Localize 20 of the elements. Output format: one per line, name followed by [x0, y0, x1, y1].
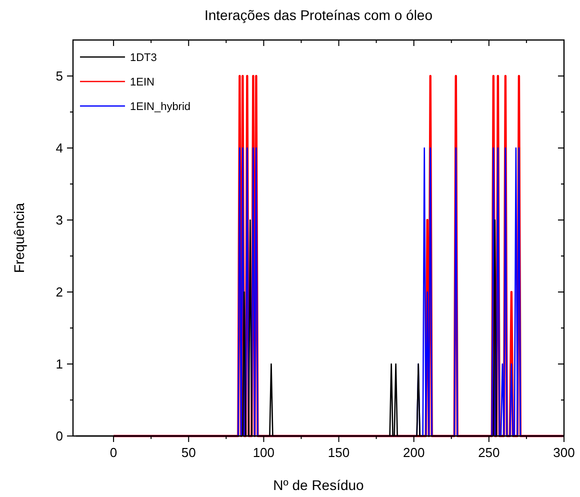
x-tick-label: 50 — [181, 445, 196, 460]
y-tick-label: 3 — [56, 212, 63, 228]
chart-title: Interações das Proteínas com o óleo — [204, 7, 433, 23]
y-tick-label: 2 — [56, 284, 63, 300]
x-axis-title: Nº de Resíduo — [273, 477, 364, 493]
x-tick-label: 200 — [402, 445, 425, 460]
x-tick-label: 0 — [110, 445, 118, 460]
y-axis-title: Frequência — [11, 202, 27, 274]
x-tick-label: 150 — [328, 445, 350, 460]
y-tick-label: 0 — [56, 428, 63, 444]
x-tick-label: 250 — [478, 445, 500, 460]
y-tick-label: 5 — [56, 68, 63, 84]
legend-label: 1EIN — [130, 76, 155, 88]
y-tick-label: 1 — [56, 356, 63, 372]
x-tick-label: 100 — [252, 445, 275, 460]
legend-label: 1EIN_hybrid — [130, 101, 191, 113]
line-series — [112, 74, 566, 438]
legend-label: 1DT3 — [130, 52, 157, 64]
y-tick-label: 4 — [56, 140, 63, 156]
x-tick-label: 300 — [553, 445, 575, 460]
